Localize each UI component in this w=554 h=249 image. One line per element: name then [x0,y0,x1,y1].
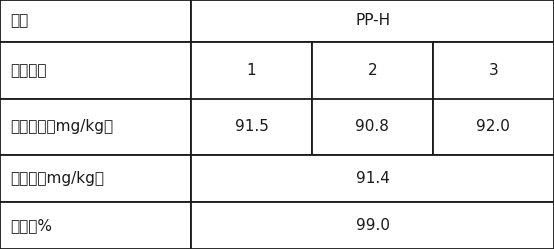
Bar [0,42,191,99]
Text: PP-H: PP-H [355,13,390,28]
Text: 90.8: 90.8 [355,120,389,134]
Text: 2: 2 [367,63,377,78]
Text: 材料: 材料 [10,13,28,28]
Text: 测试结果（mg/kg）: 测试结果（mg/kg） [10,120,113,134]
Bar [191,42,312,155]
Bar [0,0,191,42]
Bar [191,0,554,42]
Bar [191,202,554,249]
Bar [0,202,191,249]
Bar [0,99,191,155]
Text: 平均值（mg/kg）: 平均值（mg/kg） [10,171,104,186]
Bar [433,42,554,155]
Bar [0,155,191,202]
Text: 99.0: 99.0 [356,218,389,233]
Text: 91.5: 91.5 [234,120,269,134]
Text: 91.4: 91.4 [356,171,389,186]
Text: 回收率%: 回收率% [10,218,52,233]
Text: 92.0: 92.0 [476,120,510,134]
Bar [191,155,554,202]
Bar [312,42,433,155]
Text: 1: 1 [247,63,257,78]
Text: 3: 3 [489,63,498,78]
Text: 实验编号: 实验编号 [10,63,47,78]
